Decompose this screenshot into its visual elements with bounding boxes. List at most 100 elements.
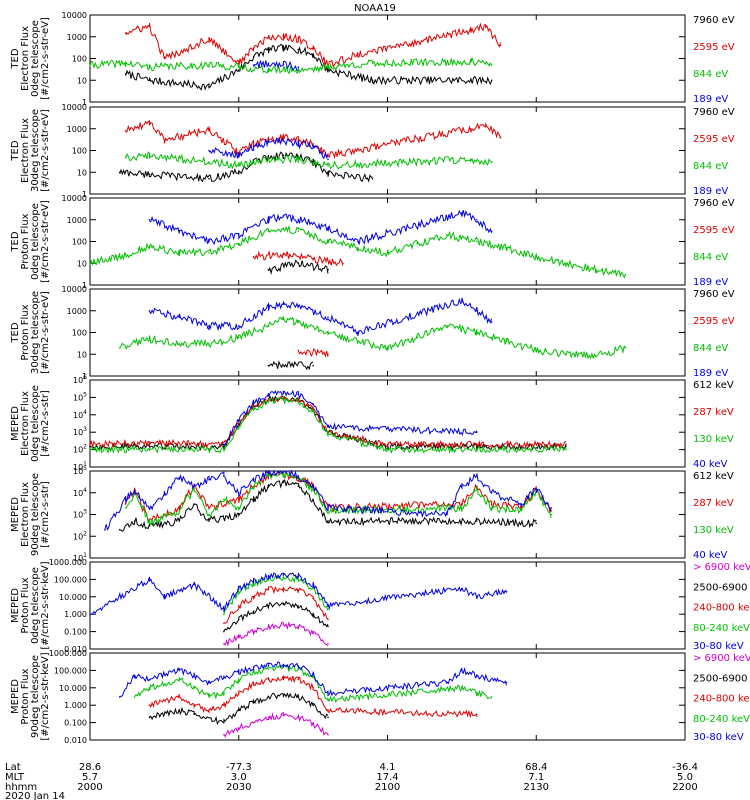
- data-point: [461, 503, 463, 505]
- x-tick-label: 2030: [226, 782, 251, 793]
- legend-entry: 287 keV: [693, 407, 734, 418]
- y-axis-label: Proton Flux: [20, 668, 31, 724]
- series-line-40-kev: [223, 389, 478, 446]
- x-tick-label: 2200: [672, 782, 697, 793]
- y-axis-label: [#/cm2-s-str-eV]: [40, 291, 51, 374]
- y-tick-label: 1000: [67, 125, 87, 134]
- data-point: [327, 699, 329, 701]
- legend-entry: 40 keV: [693, 550, 727, 561]
- data-point: [267, 49, 270, 51]
- data-point: [470, 158, 472, 160]
- data-point: [327, 507, 329, 509]
- data-point: [484, 124, 487, 126]
- x-tick-label: 7.1: [528, 772, 544, 783]
- series-line-2500-6900: [223, 600, 329, 632]
- y-tick-label: 102: [73, 530, 87, 541]
- x-tick-label: 2130: [524, 782, 549, 793]
- data-point: [237, 513, 240, 516]
- x-tick-label: 2000: [77, 782, 102, 793]
- data-point: [252, 47, 255, 49]
- data-point: [193, 503, 195, 505]
- data-point: [342, 262, 344, 265]
- data-point: [252, 145, 255, 148]
- y-tick-label: 10: [77, 259, 87, 268]
- y-axis-label: 90deg telescope: [30, 473, 41, 556]
- data-point: [297, 485, 300, 488]
- data-point: [148, 79, 151, 82]
- y-tick-label: 10: [77, 168, 87, 177]
- data-point: [252, 478, 255, 481]
- data-point: [237, 671, 240, 673]
- data-point: [297, 262, 300, 265]
- data-point: [133, 674, 136, 677]
- data-point: [356, 340, 359, 342]
- data-point: [327, 66, 329, 68]
- y-tick-label: 0.100: [64, 719, 87, 728]
- y-axis-label: [#/cm2-s-str-eV]: [40, 200, 51, 283]
- y-tick-label: 100.000: [54, 666, 87, 675]
- data-point: [237, 587, 240, 590]
- data-point: [237, 636, 240, 638]
- data-point: [282, 215, 285, 217]
- data-point: [475, 331, 478, 334]
- y-tick-label: 0.010: [64, 645, 87, 654]
- data-point: [267, 158, 270, 160]
- data-point: [267, 230, 270, 232]
- legend-entry: 240-800 keV: [693, 694, 750, 705]
- data-point: [327, 433, 329, 435]
- data-point: [252, 701, 255, 703]
- data-point: [148, 66, 151, 68]
- data-point: [178, 507, 181, 509]
- y-tick-label: 1.000: [64, 701, 87, 710]
- data-point: [470, 127, 472, 130]
- data-point: [124, 498, 127, 501]
- data-point: [297, 48, 300, 51]
- y-axis-label: Proton Flux: [20, 577, 31, 633]
- series-line-240-800-kev: [149, 675, 478, 719]
- data-point: [327, 733, 329, 736]
- data-point: [223, 733, 225, 736]
- data-point: [565, 445, 567, 448]
- data-point: [252, 721, 255, 724]
- data-point: [327, 268, 329, 271]
- series-line-844-ev: [89, 56, 493, 75]
- data-point: [208, 38, 210, 40]
- y-tick-label: 10.000: [59, 593, 87, 602]
- data-point: [461, 687, 463, 689]
- data-point: [237, 164, 240, 167]
- data-point: [282, 154, 285, 157]
- data-point: [282, 35, 285, 38]
- y-tick-label: 101: [73, 461, 87, 472]
- y-axis-label: TED: [10, 48, 21, 69]
- y-tick-label: 10000: [62, 194, 87, 203]
- data-point: [312, 145, 314, 148]
- data-point: [297, 696, 300, 698]
- data-point: [386, 448, 389, 451]
- data-point: [312, 485, 314, 488]
- y-axis-label: Electron Flux: [20, 118, 31, 183]
- data-point: [499, 136, 502, 139]
- data-point: [208, 343, 210, 345]
- data-point: [237, 498, 240, 501]
- data-point: [386, 443, 389, 446]
- data-point: [484, 25, 487, 28]
- data-point: [282, 623, 285, 626]
- data-point: [446, 681, 448, 684]
- y-tick-label: 1000: [67, 307, 87, 316]
- data-point: [208, 696, 210, 698]
- legend-entry: 240-800 keV: [693, 603, 750, 614]
- data-point: [535, 488, 538, 490]
- data-point: [118, 346, 121, 349]
- data-point: [416, 336, 419, 339]
- data-point: [490, 321, 493, 323]
- data-point: [208, 681, 210, 684]
- x-tick-label: -77.3: [226, 762, 252, 773]
- data-point: [193, 713, 195, 716]
- data-point: [124, 62, 127, 65]
- y-axis-label: Electron Flux: [20, 482, 31, 547]
- data-point: [148, 309, 151, 312]
- y-tick-label: 10000: [62, 285, 87, 294]
- panel-frame: [89, 561, 686, 650]
- legend-entry: 189 eV: [693, 186, 728, 197]
- y-axis-label: 0deg telescope: [30, 567, 41, 644]
